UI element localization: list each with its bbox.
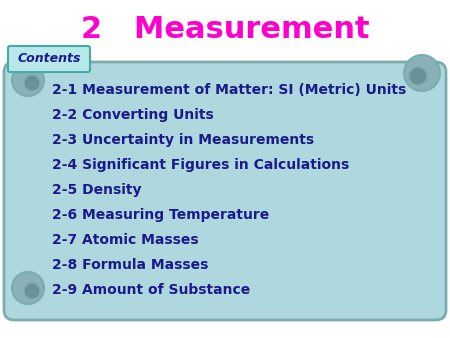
Circle shape xyxy=(12,64,44,96)
FancyBboxPatch shape xyxy=(8,46,90,72)
Text: 2-6 Measuring Temperature: 2-6 Measuring Temperature xyxy=(52,208,269,222)
Circle shape xyxy=(12,272,44,304)
Text: 2-8 Formula Masses: 2-8 Formula Masses xyxy=(52,258,208,272)
Text: 2-5 Density: 2-5 Density xyxy=(52,183,141,197)
Text: 2-9 Amount of Substance: 2-9 Amount of Substance xyxy=(52,283,250,297)
FancyBboxPatch shape xyxy=(4,62,446,320)
Text: 2   Measurement: 2 Measurement xyxy=(81,16,369,45)
Circle shape xyxy=(24,75,40,91)
Circle shape xyxy=(404,55,440,91)
Text: 2-7 Atomic Masses: 2-7 Atomic Masses xyxy=(52,233,198,247)
Text: 2-2 Converting Units: 2-2 Converting Units xyxy=(52,108,214,122)
Text: Contents: Contents xyxy=(17,52,81,66)
Circle shape xyxy=(409,67,427,85)
Text: 2-4 Significant Figures in Calculations: 2-4 Significant Figures in Calculations xyxy=(52,158,349,172)
Text: 2-3 Uncertainty in Measurements: 2-3 Uncertainty in Measurements xyxy=(52,133,314,147)
Circle shape xyxy=(24,283,40,299)
Text: 2-1 Measurement of Matter: SI (Metric) Units: 2-1 Measurement of Matter: SI (Metric) U… xyxy=(52,83,406,97)
